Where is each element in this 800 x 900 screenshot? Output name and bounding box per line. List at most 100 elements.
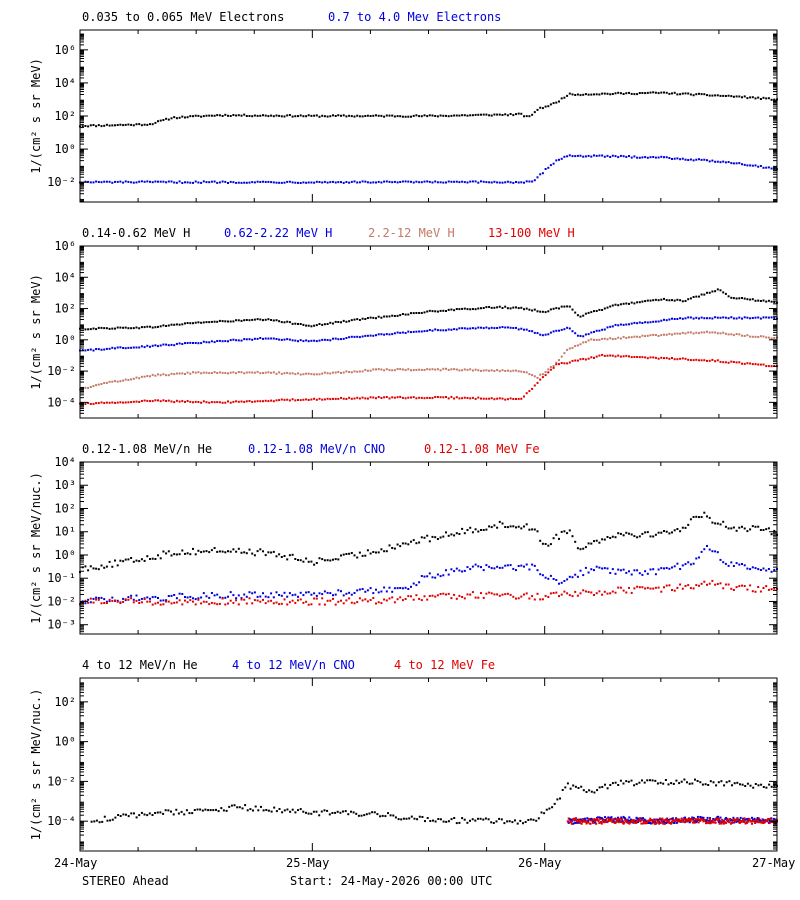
data-point — [630, 591, 633, 594]
data-point — [383, 315, 386, 318]
data-point — [149, 597, 151, 600]
data-point — [109, 819, 112, 822]
data-point — [671, 817, 674, 820]
data-point — [321, 398, 324, 401]
data-point — [391, 596, 394, 599]
data-point — [533, 375, 536, 378]
data-point — [508, 820, 511, 823]
data-point — [474, 819, 477, 822]
data-point — [636, 585, 639, 588]
data-point — [399, 314, 402, 317]
data-point — [663, 156, 665, 159]
data-point — [576, 359, 579, 362]
data-point — [673, 332, 676, 335]
data-point — [281, 811, 284, 814]
data-point — [447, 180, 450, 183]
data-point — [611, 821, 614, 824]
data-point — [617, 532, 620, 535]
data-point — [646, 321, 649, 324]
data-point — [525, 523, 528, 526]
data-point — [598, 329, 601, 332]
data-point — [692, 94, 695, 97]
data-point — [611, 782, 614, 785]
data-point — [278, 320, 281, 323]
data-point — [601, 818, 604, 820]
data-point — [192, 597, 194, 600]
data-point — [202, 180, 205, 183]
data-point — [614, 92, 617, 95]
data-point — [321, 181, 324, 184]
data-point — [216, 320, 219, 323]
data-point — [754, 97, 757, 100]
data-point — [146, 596, 149, 599]
data-point — [130, 812, 133, 815]
data-point — [461, 180, 464, 183]
data-point — [291, 398, 294, 401]
data-point — [735, 586, 738, 589]
data-point — [474, 180, 477, 183]
data-point — [105, 565, 108, 568]
data-point — [722, 291, 725, 294]
data-point — [364, 598, 367, 601]
data-point — [200, 372, 203, 375]
data-point — [657, 568, 660, 571]
data-point — [157, 120, 159, 123]
data-point — [735, 361, 738, 364]
data-point — [739, 819, 742, 822]
data-point — [95, 348, 98, 350]
data-point — [416, 818, 419, 821]
data-point — [749, 298, 752, 301]
data-point — [423, 369, 426, 371]
data-point — [474, 397, 477, 400]
data-point — [738, 333, 741, 336]
data-point — [545, 808, 548, 811]
data-point — [617, 91, 620, 94]
data-point — [329, 339, 332, 342]
data-point — [619, 337, 622, 340]
data-point — [574, 345, 577, 347]
data-point — [97, 181, 100, 183]
data-point — [614, 355, 617, 358]
data-point — [732, 95, 735, 98]
data-point — [197, 598, 200, 601]
data-point — [291, 599, 294, 602]
data-point — [563, 96, 566, 99]
data-point — [517, 328, 520, 331]
data-point — [681, 317, 684, 320]
data-point — [175, 372, 178, 375]
data-point — [731, 821, 734, 824]
data-point — [652, 333, 655, 336]
data-point — [288, 399, 291, 402]
data-point — [668, 299, 671, 302]
data-point — [151, 603, 154, 606]
data-point — [582, 93, 585, 96]
data-point — [730, 162, 733, 165]
data-point — [579, 821, 581, 823]
data-point — [593, 310, 595, 313]
data-point — [520, 370, 523, 373]
data-point — [245, 602, 248, 605]
data-point — [633, 784, 636, 787]
data-point — [482, 327, 485, 330]
data-point — [348, 336, 351, 339]
data-point — [270, 551, 273, 554]
data-point — [617, 324, 620, 327]
data-point — [275, 399, 278, 402]
data-point — [644, 587, 647, 590]
data-point — [646, 821, 648, 824]
data-point — [485, 528, 488, 531]
data-point — [157, 373, 159, 376]
data-point — [366, 114, 369, 117]
legend-entry: 2.2-12 MeV H — [368, 226, 455, 240]
data-point — [536, 310, 539, 313]
data-point — [732, 816, 735, 819]
data-point — [356, 114, 359, 117]
data-point — [549, 331, 552, 334]
data-point — [641, 300, 644, 303]
data-point — [490, 369, 493, 372]
data-point — [197, 401, 200, 403]
data-point — [253, 591, 256, 594]
data-point — [434, 536, 437, 539]
data-point — [501, 593, 504, 596]
data-point — [108, 560, 111, 563]
